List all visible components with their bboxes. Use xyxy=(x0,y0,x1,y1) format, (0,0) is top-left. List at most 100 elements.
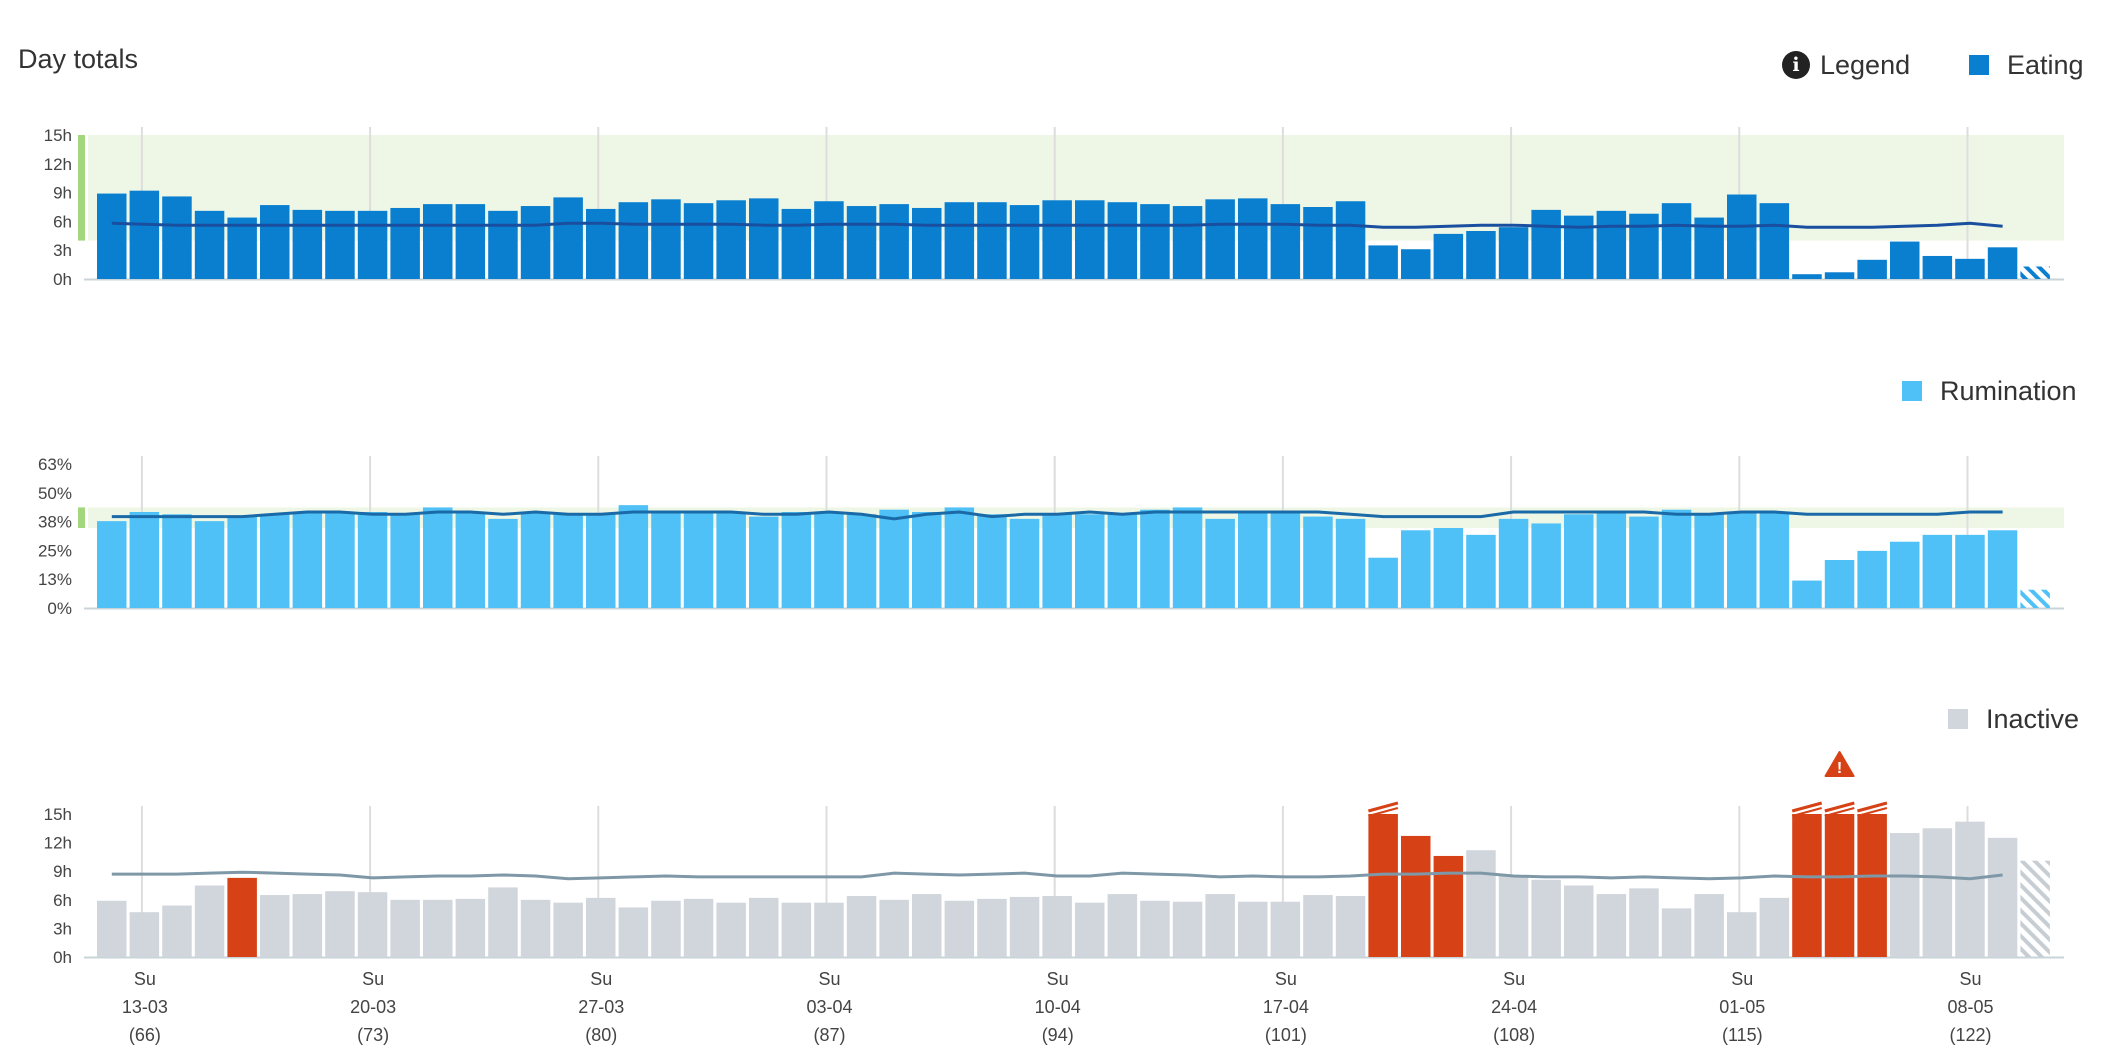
bar-inactive-1 xyxy=(129,912,160,957)
x-label-num-8: (122) xyxy=(1949,1025,1991,1045)
bar-rumination-18 xyxy=(683,512,714,608)
x-label-date-5: 17-04 xyxy=(1263,997,1309,1017)
y-tick-label-2-4: 12h xyxy=(44,834,72,853)
bar-rumination-9 xyxy=(390,514,420,608)
bar-rumination-44 xyxy=(1531,523,1561,608)
bar-inactive-9 xyxy=(390,899,420,957)
average-line-eating xyxy=(111,221,2003,229)
bar-rumination-45 xyxy=(1564,514,1594,608)
x-label-day-8: Su xyxy=(1959,969,1981,989)
bar-rumination-37 xyxy=(1303,516,1333,608)
bar-eating-46 xyxy=(1596,210,1627,279)
legend-item-eating[interactable]: Eating xyxy=(1969,48,2084,82)
clip-mark-b-53 xyxy=(1824,807,1855,817)
bar-inactive-19 xyxy=(716,902,746,957)
clip-mark-a-52 xyxy=(1791,801,1823,813)
x-label-day-7: Su xyxy=(1731,969,1753,989)
rumination-swatch xyxy=(1902,381,1922,401)
bar-rumination-20 xyxy=(749,516,779,608)
bar-eating-43 xyxy=(1498,227,1529,279)
bar-rumination-30 xyxy=(1075,514,1105,608)
y-tick-label-0-0: 0h xyxy=(53,270,72,289)
bar-rumination-36 xyxy=(1270,512,1301,608)
y-tick-label-1-2: 25% xyxy=(38,541,72,560)
y-tick-label-0-3: 9h xyxy=(53,184,72,203)
bar-inactive-45 xyxy=(1564,885,1594,957)
bar-eating-24 xyxy=(879,204,909,279)
y-tick-label-0-5: 15h xyxy=(44,126,72,145)
target-marker-1 xyxy=(78,507,85,528)
bar-eating-38 xyxy=(1335,201,1366,279)
bar-eating-39 xyxy=(1368,245,1398,279)
bar-eating-12 xyxy=(488,210,518,279)
bar-inactive-35 xyxy=(1238,901,1268,957)
bar-eating-4 xyxy=(227,217,257,279)
bar-inactive-49 xyxy=(1694,894,1724,957)
bar-inactive-7 xyxy=(325,891,355,957)
x-label-num-6: (108) xyxy=(1493,1025,1535,1045)
bar-rumination-47 xyxy=(1629,516,1659,608)
x-label-day-0: Su xyxy=(134,969,156,989)
bar-eating-16 xyxy=(618,202,649,279)
bar-rumination-22 xyxy=(814,512,844,608)
bar-eating-18 xyxy=(683,203,714,279)
bar-eating-17 xyxy=(651,199,681,279)
bar-inactive-29 xyxy=(1042,895,1072,957)
bar-rumination-13 xyxy=(520,512,551,608)
bar-inactive-11 xyxy=(455,898,486,957)
bar-eating-26 xyxy=(944,202,975,279)
bar-inactive-20 xyxy=(749,897,779,957)
bar-eating-20 xyxy=(749,198,779,279)
bar-rumination-12 xyxy=(488,518,518,608)
bar-inactive-15 xyxy=(586,897,616,957)
bar-eating-40 xyxy=(1401,249,1431,279)
legend-item-inactive[interactable]: Inactive xyxy=(1948,702,2079,736)
warning-icon-mark: ! xyxy=(1837,760,1842,777)
bar-eating-47 xyxy=(1629,213,1659,279)
bar-rumination-54 xyxy=(1857,550,1887,608)
y-tick-label-2-3: 9h xyxy=(53,862,72,881)
bar-inactive-48 xyxy=(1661,908,1692,957)
target-marker-0 xyxy=(78,135,85,241)
x-label-num-7: (115) xyxy=(1722,1025,1763,1045)
bar-inactive-44 xyxy=(1531,879,1561,957)
bar-rumination-40 xyxy=(1401,530,1431,608)
y-tick-label-2-5: 15h xyxy=(44,805,72,824)
legend-button[interactable]: i Legend xyxy=(1782,48,1910,82)
bar-inactive-24 xyxy=(879,899,909,957)
bar-eating-19 xyxy=(716,200,746,279)
bar-eating-59 xyxy=(2020,266,2050,279)
y-tick-label-2-1: 3h xyxy=(53,919,72,938)
bar-eating-0 xyxy=(97,193,127,279)
bar-rumination-52 xyxy=(1792,580,1822,608)
bar-rumination-50 xyxy=(1727,512,1757,608)
x-label-date-0: 13-03 xyxy=(122,997,168,1017)
bar-inactive-27 xyxy=(977,898,1007,957)
bar-rumination-34 xyxy=(1205,518,1235,608)
x-label-day-6: Su xyxy=(1503,969,1525,989)
average-line-inactive xyxy=(111,870,2003,881)
bar-eating-53 xyxy=(1824,272,1855,279)
bar-inactive-54 xyxy=(1857,814,1887,957)
legend-item-rumination[interactable]: Rumination xyxy=(1902,374,2077,408)
bar-rumination-24 xyxy=(879,509,909,608)
bar-eating-8 xyxy=(357,210,388,279)
bar-rumination-21 xyxy=(781,512,812,608)
bar-rumination-17 xyxy=(651,512,681,608)
bar-inactive-53 xyxy=(1824,814,1855,957)
bar-inactive-28 xyxy=(1009,896,1040,957)
bar-inactive-14 xyxy=(553,902,583,957)
bar-inactive-8 xyxy=(357,892,388,957)
bar-rumination-59 xyxy=(2020,589,2050,608)
y-tick-label-1-1: 13% xyxy=(38,570,72,589)
bar-inactive-16 xyxy=(618,907,649,957)
bar-eating-9 xyxy=(390,207,420,279)
bar-eating-58 xyxy=(1987,247,2018,279)
bar-eating-52 xyxy=(1792,274,1822,279)
y-tick-label-1-4: 50% xyxy=(38,484,72,503)
bar-rumination-28 xyxy=(1009,518,1040,608)
bar-inactive-26 xyxy=(944,900,975,957)
bar-inactive-41 xyxy=(1433,855,1464,957)
